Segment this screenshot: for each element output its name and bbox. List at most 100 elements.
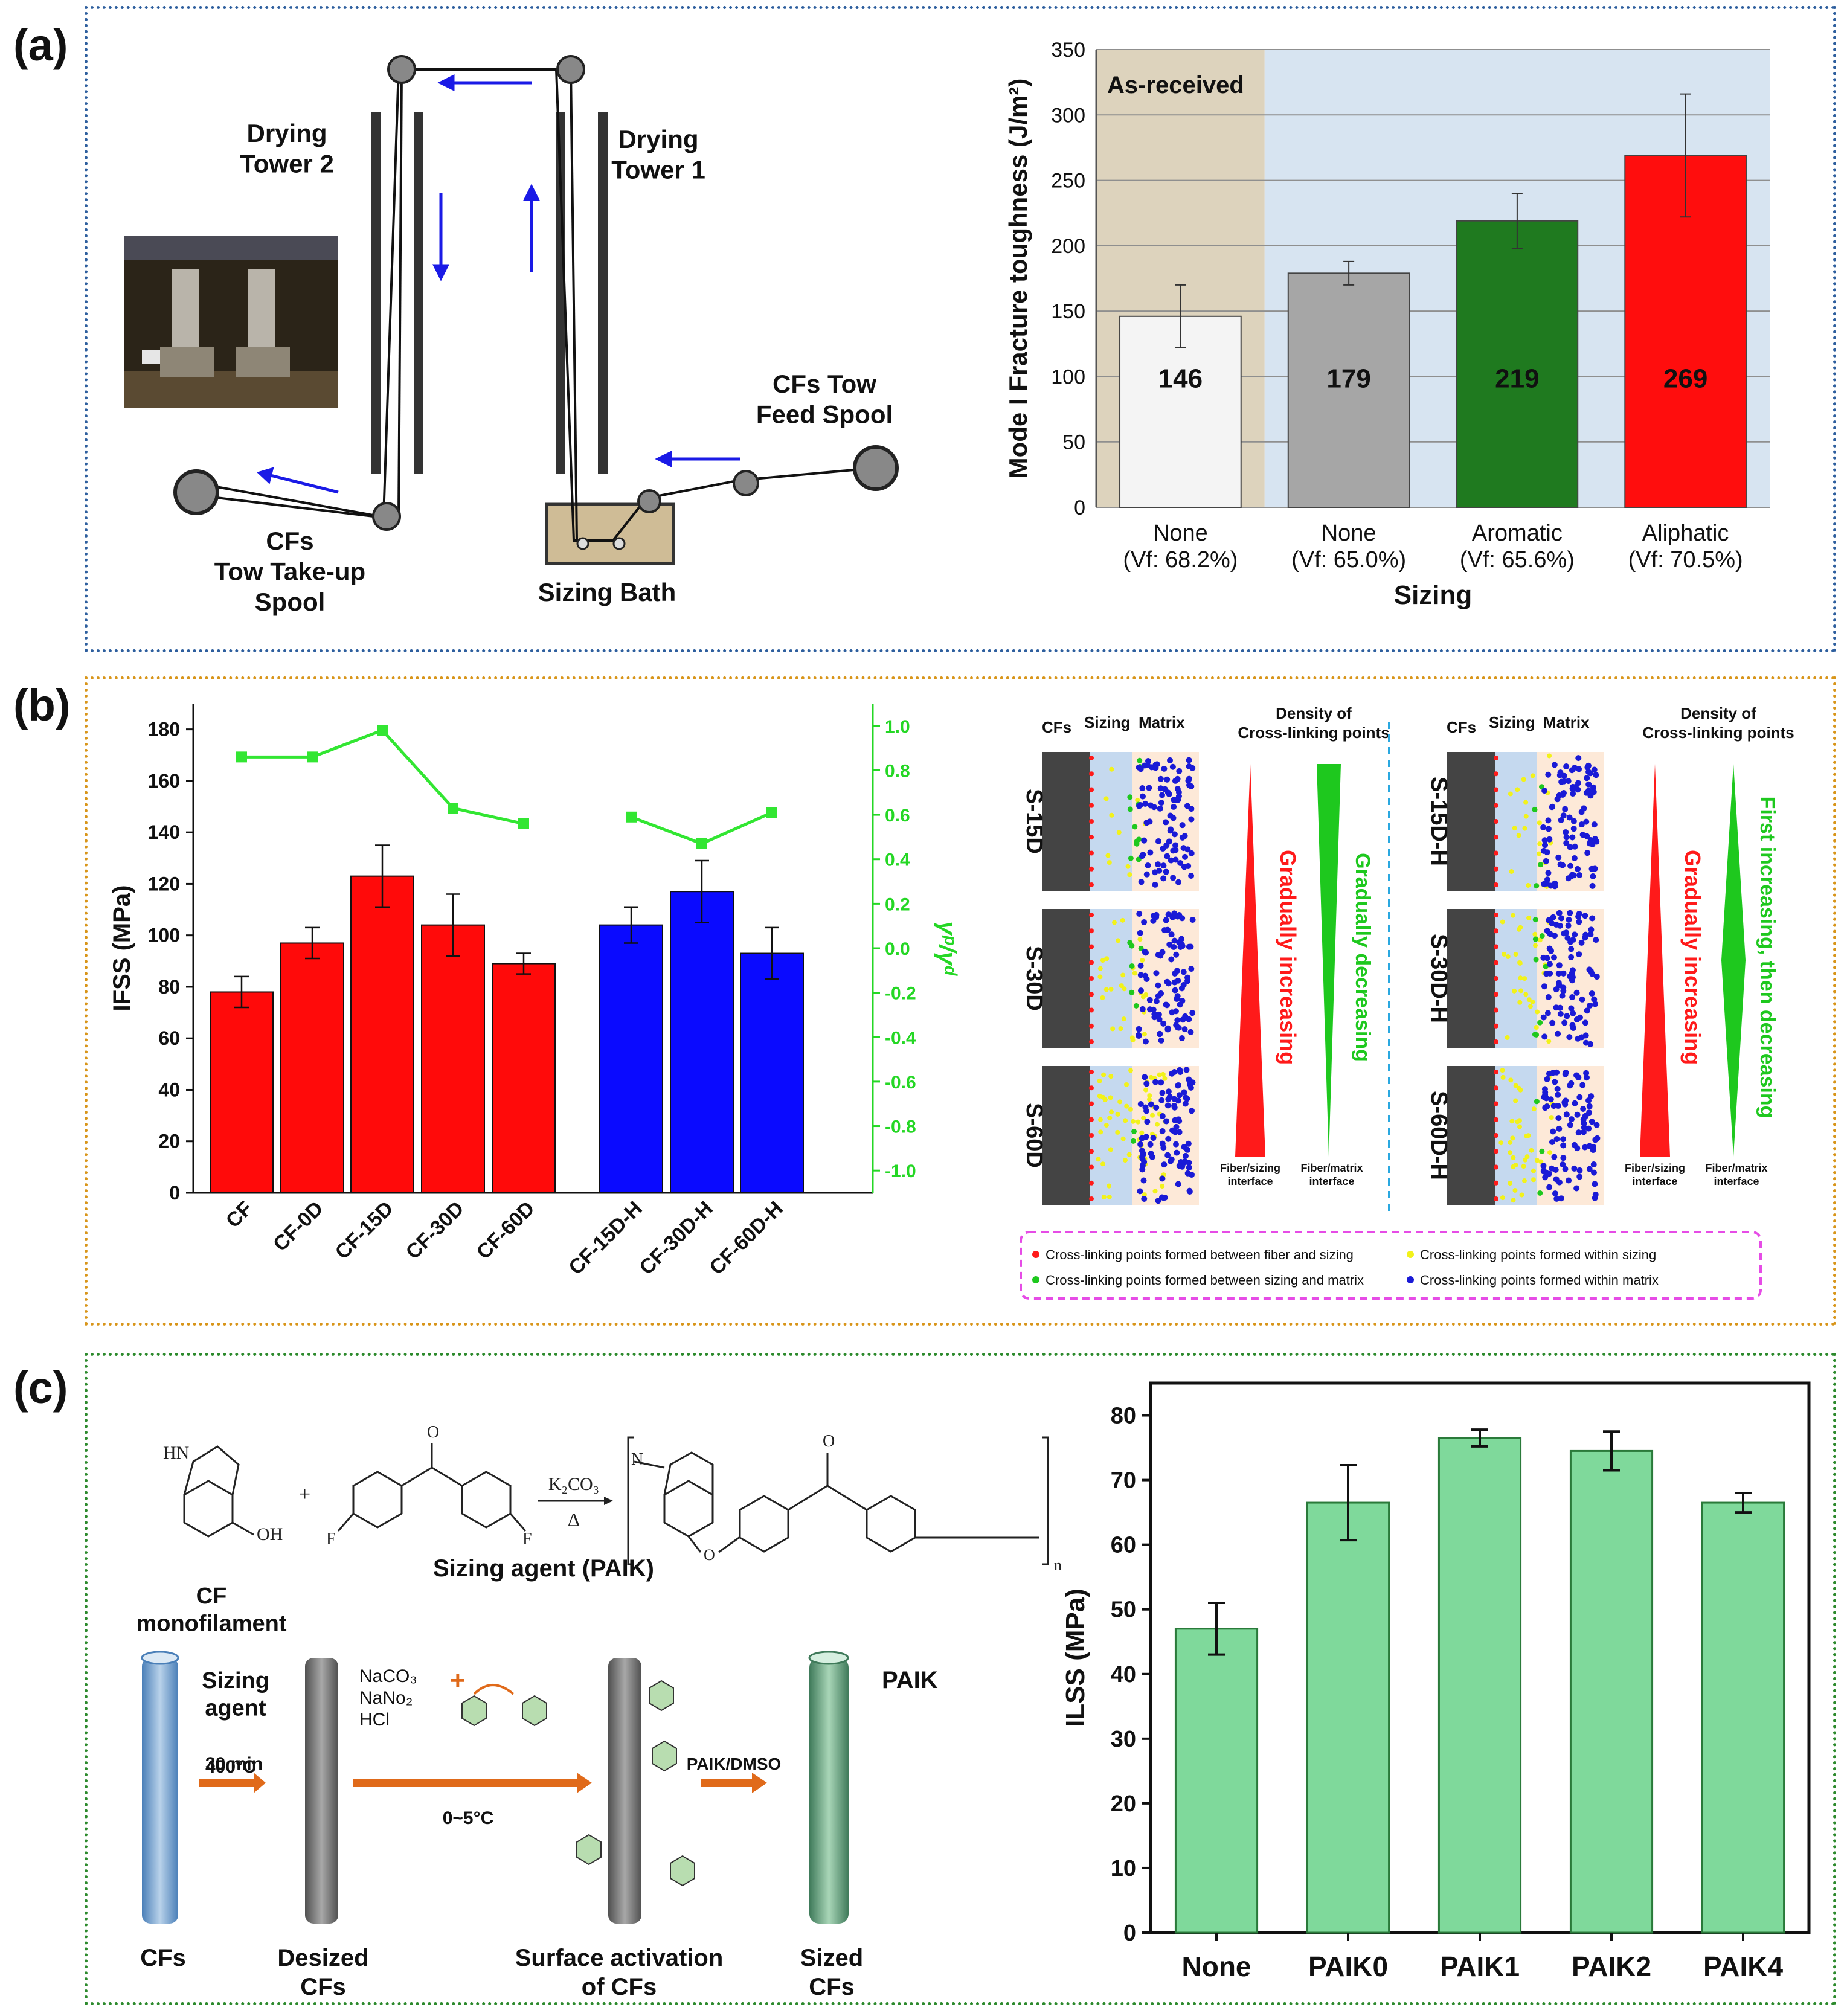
sample-block-1-1-matrix-point bbox=[1582, 1039, 1589, 1046]
tow-path-down bbox=[570, 69, 578, 541]
sample-block-0-0-matrix-point bbox=[1172, 842, 1179, 849]
bar-2 bbox=[1456, 220, 1579, 508]
sample-block-1-1-sizing-point bbox=[1522, 976, 1527, 981]
sample-block-1-0-sizing-point bbox=[1530, 773, 1535, 778]
sample-block-1-2-matrix-point bbox=[1544, 1076, 1550, 1082]
sample-block-1-1-matrix-point bbox=[1586, 1003, 1593, 1009]
sample-block-1-1-sizing-point bbox=[1535, 1009, 1540, 1015]
sample-block-1-0-matrix-point bbox=[1565, 778, 1572, 785]
sample-block-1-1-matrix-point bbox=[1586, 966, 1593, 973]
sample-block-1-0-matrix-point bbox=[1569, 834, 1576, 841]
sample-block-1-0-matrix-point bbox=[1570, 818, 1577, 824]
sample-block-1-2-fiber-sizing-point bbox=[1494, 1101, 1498, 1106]
sample-block-0-2-sizing-point bbox=[1101, 1072, 1107, 1077]
sample-block-0-0-matrix-point bbox=[1172, 777, 1178, 784]
ratio-point-4 bbox=[518, 818, 529, 829]
sample-block-0-2-matrix-point bbox=[1148, 1151, 1154, 1157]
sample-block-1-2-matrix-point bbox=[1568, 1116, 1575, 1123]
sample-block-1-2-matrix-point bbox=[1582, 1112, 1589, 1119]
sample-block-1-2-matrix-point bbox=[1580, 1105, 1587, 1112]
sample-block-0-2-sizing-point bbox=[1139, 1130, 1145, 1135]
y-tick-label-0: 0 bbox=[169, 1182, 180, 1204]
sample-block-0-2-matrix-point bbox=[1186, 1160, 1192, 1166]
sample-block-0-1-sizing-point bbox=[1121, 1016, 1126, 1022]
sample-block-0-0-fiber-sizing-point bbox=[1089, 771, 1094, 777]
sample-block-0-0-sizing-layer bbox=[1090, 752, 1132, 891]
y2-tick-label--1: -1.0 bbox=[885, 1161, 916, 1181]
polymer-carbonyl-o: O bbox=[823, 1432, 835, 1451]
y-tick-label-80: 80 bbox=[1111, 1404, 1136, 1429]
feed-spool bbox=[853, 445, 899, 491]
fiber-sizing-note-1: Fiber/sizing interface bbox=[1625, 1162, 1685, 1187]
oh-label: OH bbox=[257, 1524, 283, 1544]
sample-block-1-0-matrix-point bbox=[1576, 766, 1582, 772]
sample-block-0-0-interface-point bbox=[1127, 794, 1133, 800]
sample-block-1-2-matrix-point bbox=[1542, 1092, 1549, 1099]
ifss-bar-2 bbox=[350, 875, 414, 1193]
step-3-arrow-head bbox=[752, 1773, 767, 1793]
sample-block-0-0-matrix-point bbox=[1172, 856, 1179, 863]
sample-block-1-0-matrix-point bbox=[1540, 824, 1547, 830]
y2-tick-label-0.2: 0.2 bbox=[885, 894, 910, 914]
sample-block-1-2-matrix-point bbox=[1588, 1093, 1595, 1100]
diazo-curve-arrow bbox=[473, 1684, 515, 1695]
ratio-point-0 bbox=[236, 751, 247, 763]
sample-block-0-0-matrix-point bbox=[1147, 849, 1154, 856]
sample-block-0-0-matrix-point bbox=[1169, 763, 1176, 770]
sample-block-0-0-matrix-point bbox=[1152, 881, 1158, 888]
sample-block-1-2-matrix-point bbox=[1550, 1128, 1556, 1135]
sample-block-0-2-matrix-point bbox=[1139, 1155, 1146, 1162]
sample-block-1-1-matrix-point bbox=[1566, 1034, 1573, 1041]
sample-block-0-2-matrix-point bbox=[1144, 1119, 1151, 1125]
sample-block-1-2-matrix-point bbox=[1558, 1195, 1564, 1202]
photo-base-a bbox=[160, 347, 214, 377]
fiber-matrix-note-0: Fiber/matrix interface bbox=[1300, 1162, 1363, 1187]
sample-block-0-1-fiber-sizing-point bbox=[1089, 1039, 1094, 1044]
sample-block-1-2-matrix-point bbox=[1593, 1122, 1600, 1128]
sample-block-0-0-interface-point bbox=[1137, 757, 1143, 763]
sample-block-1-2-sizing-point bbox=[1508, 1077, 1514, 1083]
sample-block-0-2-fiber-sizing-point bbox=[1089, 1070, 1094, 1074]
y-tick-label-350: 350 bbox=[1051, 39, 1085, 62]
sample-block-1-1-matrix-point bbox=[1550, 914, 1556, 920]
sample-block-0-2-matrix-point bbox=[1175, 1082, 1181, 1089]
sample-block-0-0-fiber-sizing-point bbox=[1089, 866, 1094, 872]
sample-block-0-1-matrix-point bbox=[1174, 993, 1181, 1000]
x-axis-title: Sizing bbox=[1394, 580, 1473, 610]
sample-block-0-0-sizing-point bbox=[1127, 872, 1132, 878]
sample-block-1-0-fiber-sizing-point bbox=[1494, 787, 1498, 792]
x-tick-label-3: CF-30D bbox=[402, 1197, 469, 1264]
y-tick-label-60: 60 bbox=[158, 1027, 180, 1049]
sample-block-1-1-matrix-point bbox=[1573, 1016, 1580, 1022]
y-tick-label-150: 150 bbox=[1051, 300, 1085, 323]
sample-block-0-1-matrix-point bbox=[1137, 972, 1144, 978]
sample-block-0-0-matrix-point bbox=[1155, 838, 1162, 844]
sample-block-0-2-sizing-point bbox=[1120, 1136, 1126, 1141]
sample-block-1-1-matrix-point bbox=[1550, 954, 1557, 961]
y-tick-label-180: 180 bbox=[148, 719, 180, 740]
sample-block-1-0-matrix-point bbox=[1578, 821, 1585, 828]
sample-block-0-1-sizing-layer bbox=[1090, 909, 1132, 1048]
direction-arrows bbox=[257, 74, 740, 494]
sample-block-0-1-matrix-point bbox=[1173, 951, 1180, 958]
ratio-line-0 bbox=[242, 728, 524, 826]
sample-block-1-0-matrix-point bbox=[1563, 839, 1570, 846]
sample-block-0-1-matrix-point bbox=[1143, 1038, 1149, 1045]
grafted-ring-2 bbox=[670, 1855, 695, 1887]
sample-block-0-0-matrix-point bbox=[1157, 785, 1164, 792]
step-1-temp: 400°C bbox=[205, 1757, 256, 1777]
legend-marker-2 bbox=[1032, 1276, 1039, 1283]
sample-block-0-2-matrix-point bbox=[1185, 1140, 1192, 1147]
sample-block-0-2-sizing-point bbox=[1117, 1099, 1123, 1105]
sample-block-1-2-fiber bbox=[1447, 1066, 1495, 1205]
arrow-takeup-head bbox=[257, 467, 274, 484]
sample-block-1-1-fiber-sizing-point bbox=[1494, 1039, 1498, 1044]
sample-block-0-1-sizing-point bbox=[1120, 972, 1126, 978]
sample-block-0-1-matrix-point bbox=[1164, 1026, 1171, 1033]
sample-block-1-0-matrix-point bbox=[1563, 763, 1570, 769]
reagent-heat: Δ bbox=[568, 1509, 580, 1530]
step-3-solvent: PAIK/DMSO bbox=[687, 1754, 782, 1773]
sample-block-1-0-matrix-point bbox=[1570, 826, 1577, 832]
sample-block-1-0-matrix-point bbox=[1585, 781, 1592, 788]
y-tick-label-140: 140 bbox=[148, 821, 180, 843]
